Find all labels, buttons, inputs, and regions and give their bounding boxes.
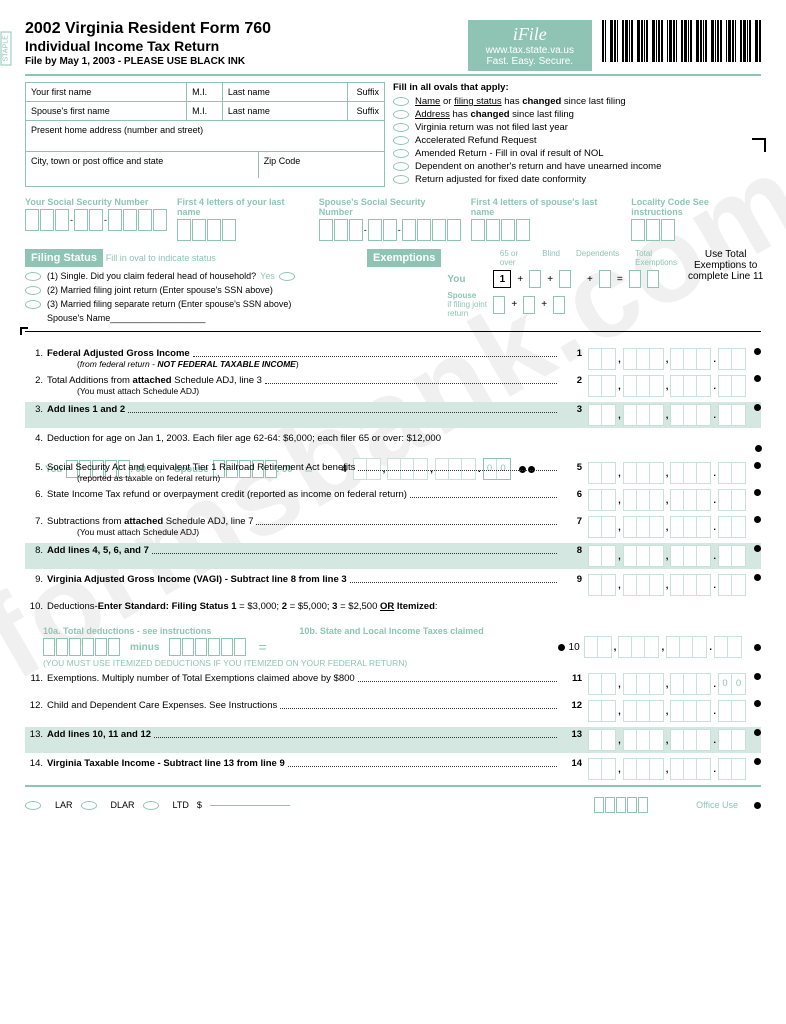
yes-label: Yes bbox=[260, 271, 275, 281]
field-zip[interactable]: Zip Code bbox=[259, 152, 384, 178]
oval-filing-2[interactable] bbox=[25, 286, 41, 295]
locality-boxes[interactable] bbox=[631, 219, 761, 241]
oval-check[interactable] bbox=[393, 149, 409, 158]
spouse-label: Spouseif filing joint return bbox=[447, 291, 487, 318]
ssn-row: Your Social Security Number -- First 4 l… bbox=[25, 197, 761, 241]
oval-check[interactable] bbox=[393, 110, 409, 119]
ssn-spouse-boxes[interactable]: -- bbox=[319, 219, 461, 241]
oval-check[interactable] bbox=[393, 175, 409, 184]
form-title: 2002 Virginia Resident Form 760 bbox=[25, 20, 458, 38]
divider bbox=[25, 74, 761, 76]
filing-sub: Fill in oval to indicate status bbox=[106, 253, 216, 263]
locality-label: Locality Code See instructions bbox=[631, 197, 761, 217]
amt-7[interactable]: ,,. bbox=[588, 516, 746, 538]
last4-boxes[interactable] bbox=[177, 219, 309, 241]
check-item: Return adjusted for fixed date conformit… bbox=[415, 174, 586, 185]
oval-lar[interactable] bbox=[25, 801, 41, 810]
field-suffix[interactable]: Suffix bbox=[348, 83, 384, 101]
amt-6[interactable]: ,,. bbox=[588, 489, 746, 511]
box-65[interactable] bbox=[529, 270, 541, 288]
check-item: Dependent on another's return and have u… bbox=[415, 161, 661, 172]
field-address[interactable]: Present home address (number and street) bbox=[26, 121, 384, 151]
l1-sub: (from federal return - NOT FEDERAL TAXAB… bbox=[77, 359, 560, 369]
amt-8[interactable]: ,,. bbox=[588, 545, 746, 567]
box-dep[interactable] bbox=[599, 270, 611, 288]
field-spouse-mi[interactable]: M.I. bbox=[187, 102, 223, 120]
amt-10[interactable]: ,,. bbox=[584, 636, 742, 658]
oval-dlar[interactable] bbox=[81, 801, 97, 810]
filing-opt1: (1) Single. Did you claim federal head o… bbox=[47, 271, 256, 281]
amt-3[interactable]: ,,. bbox=[588, 404, 746, 426]
you-count: 1 bbox=[493, 270, 511, 288]
oval-check[interactable] bbox=[393, 136, 409, 145]
field-spouse-suffix[interactable]: Suffix bbox=[348, 102, 384, 120]
use-total-note: Use Total Exemptions to complete Line 11 bbox=[686, 249, 766, 282]
field-last-name[interactable]: Last name bbox=[223, 83, 348, 101]
l10-note: (YOU MUST USE ITEMIZED DEDUCTIONS IF YOU… bbox=[43, 658, 761, 668]
field-spouse-first[interactable]: Spouse's first name bbox=[26, 102, 187, 120]
exemptions-bar: Exemptions bbox=[367, 249, 441, 267]
box-s65[interactable] bbox=[523, 296, 535, 314]
file-by: File by May 1, 2003 - PLEASE USE BLACK I… bbox=[25, 56, 458, 67]
oval-check[interactable] bbox=[393, 162, 409, 171]
ssn-your-label: Your Social Security Number bbox=[25, 197, 167, 207]
amt-5[interactable]: ,,. bbox=[588, 462, 746, 484]
box-blind[interactable] bbox=[559, 270, 571, 288]
ifile-url: www.tax.state.va.us bbox=[486, 45, 574, 56]
ssn-your-boxes[interactable]: -- bbox=[25, 209, 167, 231]
spouse-name-label: Spouse's Name bbox=[47, 313, 110, 323]
amt-2[interactable]: ,,. bbox=[588, 375, 746, 397]
filing-opt3: (3) Married filing separate return (Ente… bbox=[47, 299, 291, 309]
col-total: Total Exemptions bbox=[635, 249, 680, 267]
box-total1[interactable] bbox=[629, 270, 641, 288]
oval-check[interactable] bbox=[393, 97, 409, 106]
amt-9[interactable]: ,,. bbox=[588, 574, 746, 596]
box-spouse[interactable] bbox=[493, 296, 505, 314]
ssn-last4-label: First 4 letters of your last name bbox=[177, 197, 309, 217]
ssn-slast4-label: First 4 letters of spouse's last name bbox=[471, 197, 622, 217]
ssn-spouse-label: Spouse's Social Security Number bbox=[319, 197, 461, 217]
filing-opt2: (2) Married filing joint return (Enter s… bbox=[47, 285, 273, 295]
header: 2002 Virginia Resident Form 760 Individu… bbox=[25, 20, 761, 71]
lines-section: 1.Federal Adjusted Gross Income(from fed… bbox=[25, 348, 761, 780]
box-sblind[interactable] bbox=[553, 296, 565, 314]
col-65: 65 or over bbox=[500, 249, 526, 267]
field-spouse-last[interactable]: Last name bbox=[223, 102, 348, 120]
amt-12[interactable]: ,,. bbox=[588, 700, 746, 722]
check-item: Address has changed since last filing bbox=[415, 109, 574, 120]
field-first-name[interactable]: Your first name bbox=[26, 83, 187, 101]
you-label: You bbox=[447, 274, 487, 285]
field-mi[interactable]: M.I. bbox=[187, 83, 223, 101]
checks-header: Fill in all ovals that apply: bbox=[393, 82, 761, 93]
col-blind: Blind bbox=[542, 249, 560, 267]
field-city[interactable]: City, town or post office and state bbox=[26, 152, 259, 178]
amt-13[interactable]: ,,. bbox=[588, 729, 746, 751]
name-address-box: Your first name M.I. Last name Suffix Sp… bbox=[25, 82, 385, 187]
check-item: Name or filing status has changed since … bbox=[415, 96, 626, 107]
barcode bbox=[602, 20, 761, 62]
staple-label: STAPLE bbox=[1, 31, 12, 65]
oval-ltd[interactable] bbox=[143, 801, 159, 810]
amt-1[interactable]: ,,. bbox=[588, 348, 746, 370]
ifile-title: iFile bbox=[486, 24, 574, 45]
slast4-boxes[interactable] bbox=[471, 219, 622, 241]
check-item: Amended Return - Fill in oval if result … bbox=[415, 148, 604, 159]
oval-check[interactable] bbox=[393, 123, 409, 132]
amt-11[interactable]: ,,.00 bbox=[588, 673, 746, 695]
oval-yes[interactable] bbox=[279, 272, 295, 281]
check-item: Virginia return was not filed last year bbox=[415, 122, 568, 133]
oval-filing-3[interactable] bbox=[25, 300, 41, 309]
box-total2[interactable] bbox=[647, 270, 659, 288]
col-dep: Dependents bbox=[576, 249, 619, 267]
check-item: Accelerated Refund Request bbox=[415, 135, 536, 146]
oval-filing-1[interactable] bbox=[25, 272, 41, 281]
ifile-tag: Fast. Easy. Secure. bbox=[486, 56, 574, 67]
footer: LAR DLAR LTD $ Office Use bbox=[25, 797, 761, 813]
ifile-box: iFile www.tax.state.va.us Fast. Easy. Se… bbox=[468, 20, 592, 71]
form-subtitle: Individual Income Tax Return bbox=[25, 38, 458, 54]
amt-14[interactable]: ,,. bbox=[588, 758, 746, 780]
checks-column: Fill in all ovals that apply: Name or fi… bbox=[393, 82, 761, 187]
filing-status-bar: Filing Status bbox=[25, 249, 103, 267]
